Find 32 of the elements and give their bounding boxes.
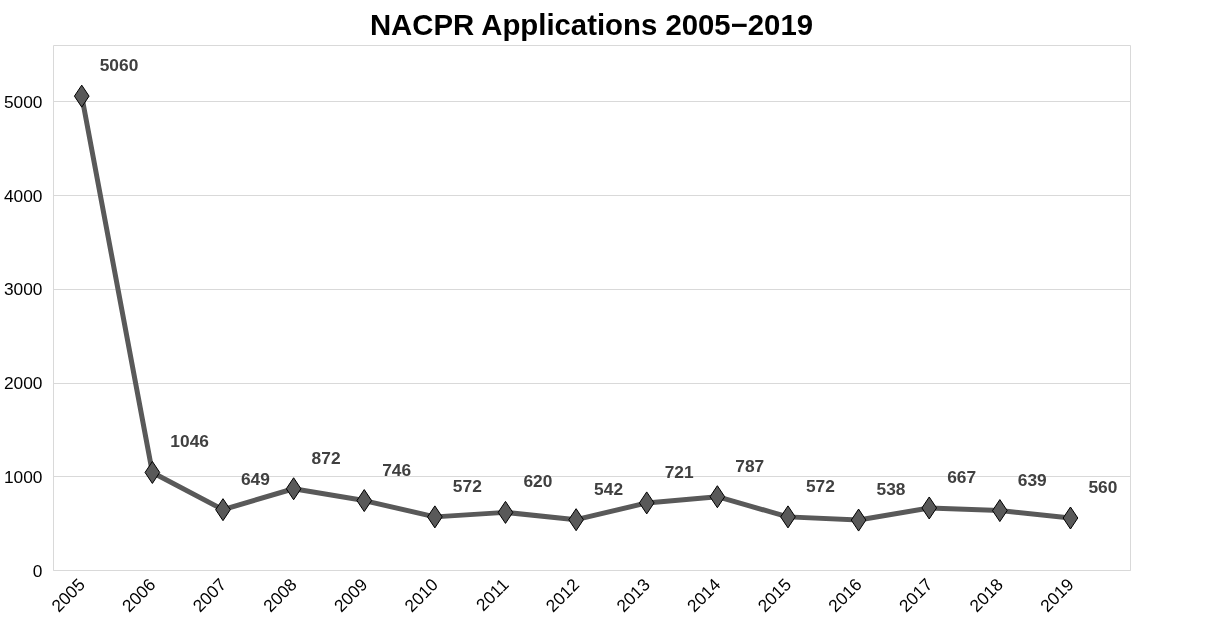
y-tick-label: 4000 [3,185,43,206]
point [1062,506,1079,530]
chart-title: NACPR Applications 2005−2019 [369,7,814,41]
data-label: 639 [1017,469,1047,490]
point [497,500,514,524]
point [285,477,302,501]
point [921,496,938,520]
data-label: 5060 [99,55,139,76]
data-label: 538 [876,479,906,500]
data-label: 560 [1088,477,1118,497]
point [356,489,373,513]
data-label: 649 [241,468,270,489]
data-label: 746 [382,459,412,480]
point [144,460,161,484]
data-label: 620 [523,471,553,492]
point [850,508,867,532]
data-label: 1046 [170,431,210,452]
data-label: 572 [805,475,835,496]
y-tick-label: 2000 [3,373,43,393]
data-label: 721 [664,461,695,482]
y-tick-label: 5000 [3,91,43,112]
point [638,491,655,515]
point [73,84,90,108]
data-label: 572 [452,475,482,496]
data-label: 542 [594,478,624,499]
y-tick-label: 3000 [3,279,43,300]
y-tick-label: 0 [32,560,43,581]
y-tick-label: 1000 [3,466,43,487]
point [709,485,726,509]
data-label: 787 [735,455,765,476]
data-label: 667 [947,466,977,487]
data-label: 872 [311,447,341,468]
